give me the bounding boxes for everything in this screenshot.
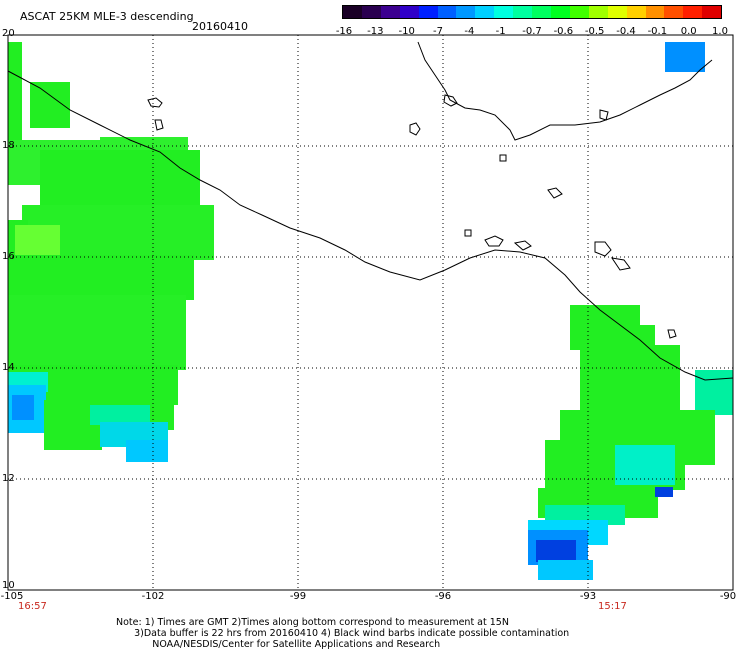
gulf-coastline: [417, 41, 713, 141]
colorbar-swatch: [664, 6, 684, 18]
mle-swath-east: [528, 42, 733, 580]
mle-cell: [40, 150, 200, 210]
lat-label-12: 12: [2, 473, 15, 484]
colorbar-swatch: [418, 6, 438, 18]
map-title: ASCAT 25KM MLE-3 descending: [20, 10, 194, 23]
note-line-2: 3)Data buffer is 22 hrs from 20160410 4)…: [116, 628, 570, 639]
time-label-left: 16:57: [18, 601, 47, 612]
colorbar-swatch: [702, 6, 722, 18]
mle-cell: [8, 255, 194, 300]
mle-cell: [90, 405, 150, 427]
mle-cell: [44, 425, 102, 450]
colorbar-swatch: [569, 6, 589, 18]
lon-label-99: -99: [289, 591, 307, 602]
laguna: [594, 241, 612, 257]
mle-cell: [538, 560, 593, 580]
colorbar-tick-label: -0.4: [616, 26, 636, 37]
lon-label-102: -102: [141, 591, 165, 602]
colorbar: [342, 5, 722, 19]
colorbar-tick-label: -0.1: [647, 26, 668, 37]
map-date: 20160410: [192, 20, 248, 33]
colorbar-tick-label: -16: [335, 26, 353, 37]
time-label-right: 15:17: [598, 601, 627, 612]
colorbar-swatch: [380, 6, 400, 18]
laguna: [513, 240, 532, 251]
colorbar-tick-label: -1: [495, 26, 506, 37]
laguna: [154, 119, 164, 131]
colorbar-labels: -16 -13 -10 -7 -4 -1 -0.7 -0.6 -0.5 -0.4 -0.1 0.0 1.…: [332, 26, 732, 40]
lon-label-96: -96: [434, 591, 452, 602]
coastline: [7, 41, 734, 381]
lon-label-90: -90: [719, 591, 737, 602]
colorbar-swatch: [437, 6, 457, 18]
colorbar-tick-label: -0.6: [553, 26, 574, 37]
colorbar-swatch: [513, 6, 533, 18]
colorbar-tick-label: -0.5: [584, 26, 605, 37]
laguna: [499, 154, 507, 162]
colorbar-swatch: [532, 6, 551, 18]
laguna: [547, 187, 563, 199]
graticule: [8, 35, 733, 590]
mle-swath-west: [8, 42, 214, 462]
mle-cell: [8, 295, 186, 370]
laguna: [147, 97, 163, 108]
mle-cell: [126, 440, 168, 462]
mle-cell: [665, 42, 705, 72]
colorbar-tick-label: -10: [398, 26, 415, 37]
lat-label-10: 10: [2, 580, 15, 591]
mle-cell: [580, 345, 680, 415]
mle-cell: [695, 370, 733, 415]
colorbar-swatch: [607, 6, 627, 18]
colorbar-tick-label: 0.0: [680, 26, 697, 37]
colorbar-swatch: [588, 6, 608, 18]
plot-frame: [7, 34, 734, 591]
mle-cell: [615, 445, 675, 485]
mle-cell: [536, 540, 576, 562]
lat-label-14: 14: [2, 362, 15, 373]
colorbar-swatch: [550, 6, 570, 18]
lat-label-20: 20: [2, 28, 15, 39]
laguna: [464, 229, 472, 237]
lat-label-16: 16: [2, 251, 15, 262]
laguna: [484, 235, 504, 247]
colorbar-swatch: [626, 6, 646, 18]
colorbar-swatch: [494, 6, 514, 18]
mle-cell: [12, 395, 34, 420]
mle-cell: [15, 225, 60, 260]
laguna: [409, 122, 421, 136]
colorbar-swatch: [645, 6, 665, 18]
colorbar-tick-label: -0.7: [522, 26, 542, 37]
lat-label-18: 18: [2, 140, 15, 151]
pacific-coastline: [7, 70, 734, 381]
lon-label-93: -93: [579, 591, 597, 602]
laguna: [667, 329, 677, 339]
lon-label-105: -105: [0, 591, 24, 602]
colorbar-swatch: [399, 6, 419, 18]
footer-notes: Note: 1) Times are GMT 2)Times along bot…: [116, 617, 569, 650]
colorbar-swatch: [343, 6, 362, 18]
colorbar-tick-label: 1.0: [712, 26, 728, 37]
colorbar-swatch: [361, 6, 381, 18]
colorbar-swatch: [456, 6, 476, 18]
mle-cell: [655, 487, 673, 497]
colorbar-tick-label: -4: [464, 26, 475, 37]
note-line-1: Note: 1) Times are GMT 2)Times along bot…: [116, 617, 509, 628]
colorbar-tick-label: -13: [367, 26, 384, 37]
note-line-3: NOAA/NESDIS/Center for Satellite Applica…: [116, 639, 441, 650]
colorbar-tick-label: -7: [433, 26, 443, 37]
laguna: [599, 109, 609, 121]
colorbar-swatch: [475, 6, 495, 18]
laguna: [443, 94, 458, 107]
laguna: [610, 257, 631, 271]
colorbar-swatch: [683, 6, 703, 18]
